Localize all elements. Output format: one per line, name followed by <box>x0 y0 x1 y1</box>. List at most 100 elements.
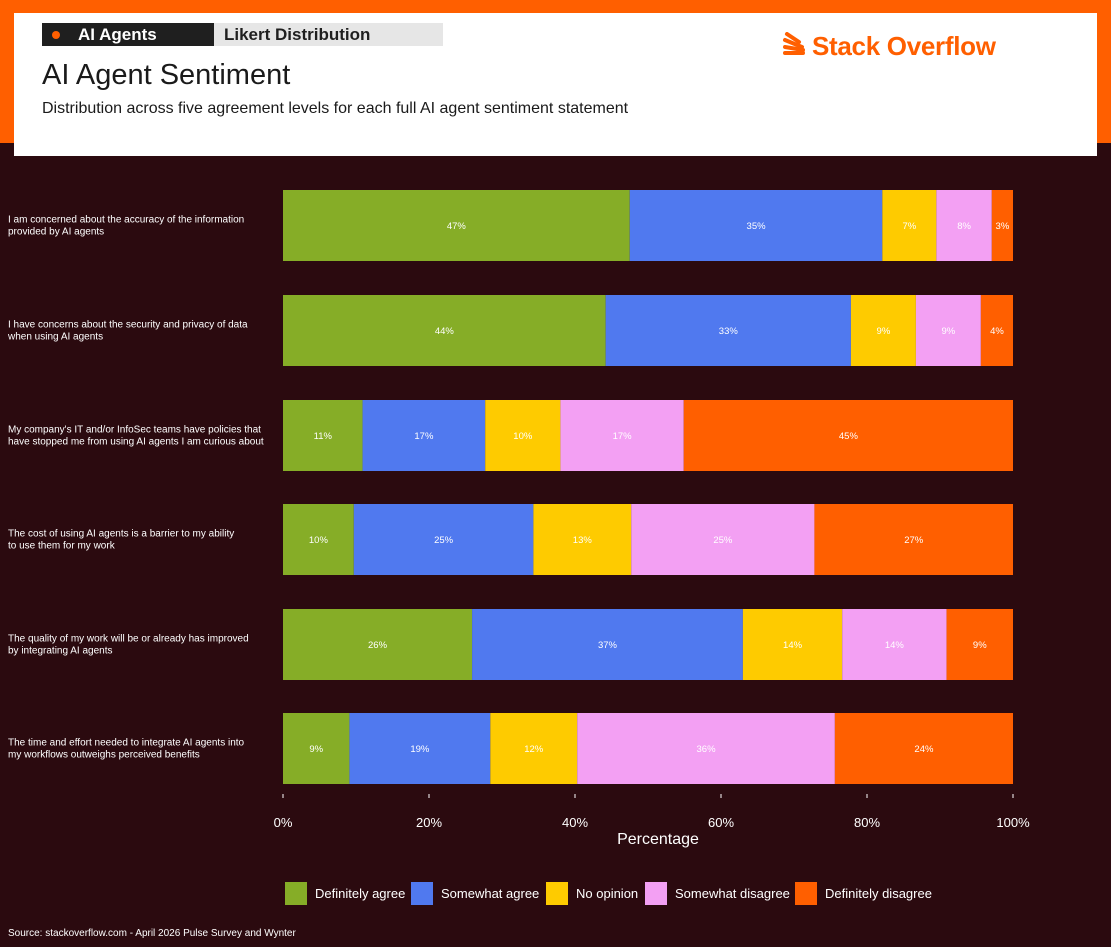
x-tick-label: 20% <box>416 815 442 830</box>
bar-segment <box>991 190 1013 261</box>
legend-label: Somewhat disagree <box>675 886 790 901</box>
bar-row: I have concerns about the security and p… <box>7 295 1013 366</box>
tag-primary: AI Agents <box>42 23 214 46</box>
data-label: 14% <box>783 640 803 651</box>
data-label: 35% <box>747 221 767 232</box>
legend-swatch <box>645 882 667 905</box>
bar-segment <box>560 400 684 471</box>
data-label: 11% <box>314 431 333 442</box>
legend-label: No opinion <box>576 886 638 901</box>
bar-row: I am concerned about the accuracy of the… <box>8 190 1013 261</box>
data-label: 10% <box>513 431 533 442</box>
left-accent-bar <box>0 13 14 143</box>
data-label: 8% <box>957 221 971 232</box>
bar-segment <box>814 504 1013 575</box>
tag-secondary-label: Likert Distribution <box>224 24 371 44</box>
logo: Stack Overflow <box>782 31 996 62</box>
bar-segment <box>485 400 561 471</box>
bar-row: The time and effort needed to integrate … <box>8 713 1013 784</box>
header-panel: AI Agents Likert Distribution AI Agent S… <box>14 13 1097 156</box>
data-label: 26% <box>368 640 388 651</box>
bar-segment <box>631 504 815 575</box>
tag-row: AI Agents Likert Distribution <box>42 23 443 46</box>
bar-segment <box>915 295 981 366</box>
category-label: I have concerns about the security and p… <box>7 320 248 343</box>
legend-label: Definitely agree <box>315 886 405 901</box>
data-label: 12% <box>524 744 544 755</box>
bar-segment <box>353 504 534 575</box>
stacked-bar-chart: I am concerned about the accuracy of the… <box>7 190 1030 905</box>
data-label: 47% <box>447 221 467 232</box>
tag-primary-label: AI Agents <box>78 24 157 44</box>
x-tick-label: 80% <box>854 815 880 830</box>
page-title: AI Agent Sentiment <box>42 59 291 91</box>
data-label: 36% <box>697 744 717 755</box>
data-label: 9% <box>309 744 323 755</box>
bar-segment <box>629 190 883 261</box>
x-tick-label: 40% <box>562 815 588 830</box>
tag-secondary: Likert Distribution <box>214 23 443 46</box>
bar-segment <box>842 609 947 680</box>
category-label: The time and effort needed to integrate … <box>8 738 245 761</box>
legend-label: Definitely disagree <box>825 886 932 901</box>
legend-swatch <box>546 882 568 905</box>
data-label: 3% <box>996 221 1010 232</box>
right-accent-bar <box>1097 13 1111 143</box>
data-label: 17% <box>613 431 633 442</box>
data-label: 25% <box>713 535 733 546</box>
category-label: My company's IT and/or InfoSec teams hav… <box>8 425 264 448</box>
data-label: 33% <box>719 326 739 337</box>
bar-segment <box>283 504 354 575</box>
category-label: The quality of my work will be or alread… <box>8 634 249 657</box>
data-label: 27% <box>904 535 924 546</box>
bar-segment <box>472 609 743 680</box>
x-tick-label: 0% <box>274 815 293 830</box>
bar-segment <box>936 190 992 261</box>
top-accent-stripe <box>0 0 1111 13</box>
page-subtitle: Distribution across five agreement level… <box>42 100 629 117</box>
bar-segment <box>605 295 851 366</box>
bar-segment <box>683 400 1013 471</box>
data-label: 9% <box>942 326 956 337</box>
bar-segment <box>533 504 632 575</box>
legend-swatch <box>285 882 307 905</box>
logo-text: Stack Overflow <box>812 31 996 61</box>
data-label: 9% <box>877 326 891 337</box>
data-label: 13% <box>573 535 593 546</box>
bar-segment <box>490 713 578 784</box>
bar-segment <box>362 400 486 471</box>
source-note: Source: stackoverflow.com - April 2026 P… <box>8 928 296 939</box>
bar-segment <box>283 713 350 784</box>
bar-segment <box>980 295 1013 366</box>
bar-segment <box>850 295 916 366</box>
bar-segment <box>283 400 363 471</box>
data-label: 37% <box>598 640 618 651</box>
bar-segment <box>283 609 473 680</box>
bar-row: My company's IT and/or InfoSec teams hav… <box>8 400 1013 471</box>
bar-segment <box>834 713 1013 784</box>
data-label: 44% <box>435 326 455 337</box>
data-label: 10% <box>309 535 329 546</box>
data-label: 45% <box>839 431 859 442</box>
data-label: 19% <box>410 744 430 755</box>
x-tick-label: 100% <box>996 815 1030 830</box>
data-label: 9% <box>973 640 987 651</box>
x-axis-label: Percentage <box>617 831 699 848</box>
data-label: 17% <box>414 431 434 442</box>
x-tick-label: 60% <box>708 815 734 830</box>
bar-segment <box>742 609 843 680</box>
legend-swatch <box>795 882 817 905</box>
data-label: 7% <box>902 221 916 232</box>
bar-segment <box>577 713 835 784</box>
data-label: 14% <box>885 640 905 651</box>
bar-segment <box>283 190 630 261</box>
category-label: The cost of using AI agents is a barrier… <box>8 529 234 552</box>
bar-segment <box>349 713 491 784</box>
legend-label: Somewhat agree <box>441 886 539 901</box>
bar-segment <box>283 295 606 366</box>
bar-segment <box>946 609 1013 680</box>
data-label: 24% <box>914 744 934 755</box>
stack-overflow-icon <box>783 31 805 55</box>
legend: Definitely agree Somewhat agree No opinion… <box>285 882 932 905</box>
category-label: I am concerned about the accuracy of the… <box>8 215 244 238</box>
